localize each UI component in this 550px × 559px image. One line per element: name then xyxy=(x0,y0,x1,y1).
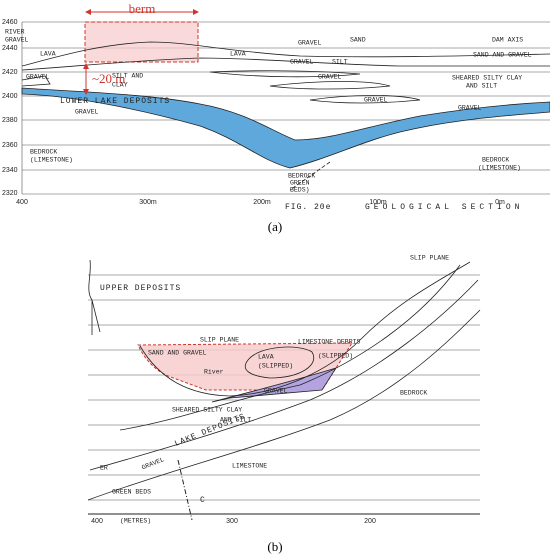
label: BEDROCK xyxy=(30,149,57,156)
lava-block xyxy=(244,346,315,379)
label: (SLIPPED) xyxy=(258,363,293,370)
x-label: 200 xyxy=(364,518,376,525)
y-label: 2440 xyxy=(2,45,18,52)
label: UPPER DEPOSITS xyxy=(100,284,181,293)
valley-profile xyxy=(139,261,471,397)
annotation: berm xyxy=(129,1,156,16)
x-label: 400 xyxy=(16,199,28,206)
label: SAND xyxy=(350,37,366,44)
lava-base xyxy=(21,57,550,71)
label: (LIMESTONE) xyxy=(478,165,521,172)
x-label: 400 xyxy=(91,518,103,525)
label: BEDS) xyxy=(290,187,310,194)
label: LIMESTONE xyxy=(232,463,267,470)
label: SLIP PLANE xyxy=(200,337,239,344)
label: BEDROCK xyxy=(482,157,509,164)
gravel-lens xyxy=(209,70,361,78)
label: SHEARED SILTY CLAY xyxy=(172,407,242,414)
caption: (a) xyxy=(268,219,282,234)
label: ER xyxy=(100,465,108,472)
label: SILT AND xyxy=(112,73,143,80)
label: DAM AXIS xyxy=(492,37,523,44)
caption: (b) xyxy=(267,539,282,554)
label: GRAVEL xyxy=(298,40,322,47)
y-label: 2360 xyxy=(2,142,18,149)
label: BEDROCK xyxy=(288,173,315,180)
label: AND SILT xyxy=(220,417,251,424)
x-label: 300 xyxy=(226,518,238,525)
label: CLAY xyxy=(112,82,128,89)
label: AND SILT xyxy=(466,83,497,90)
section-title: GEOLOGICAL SECTION xyxy=(365,203,523,212)
label: SAND AND GRAVEL xyxy=(148,350,207,357)
gravel-zone xyxy=(211,367,337,403)
annotation: ~20 m xyxy=(92,71,125,86)
label: GRAVEL xyxy=(264,388,288,395)
axis-unit: (METRES) xyxy=(120,518,151,525)
y-label: 2420 xyxy=(2,69,18,76)
y-label: 2340 xyxy=(2,167,18,174)
y-label: 2400 xyxy=(2,93,18,100)
figure-number: FIG. 20e xyxy=(285,203,331,212)
label: GRAVEL xyxy=(364,97,388,104)
y-label: 2460 xyxy=(2,19,18,26)
section-line xyxy=(177,459,193,521)
label: GREEN xyxy=(290,180,310,187)
label: GRAVEL xyxy=(318,74,342,81)
label: GRAVEL xyxy=(75,109,99,116)
label: C xyxy=(200,496,206,505)
label: SILT xyxy=(332,59,348,66)
panel-a: berm ~20 m 2460 2440 2420 2400 2380 2360… xyxy=(2,1,550,234)
label: GRAVEL xyxy=(458,105,482,112)
label: GRAVEL xyxy=(26,74,50,81)
fault xyxy=(289,161,331,191)
lake-base xyxy=(89,279,479,471)
label: LAVA xyxy=(40,51,56,58)
gravel-lens xyxy=(309,95,421,104)
label: SHEARED SILTY CLAY xyxy=(452,75,522,82)
y-label: 2380 xyxy=(2,117,18,124)
x-label: 300m xyxy=(139,199,157,206)
label: (LIMESTONE) xyxy=(30,157,73,164)
limestone-top xyxy=(87,309,481,501)
label: SAND AND GRAVEL xyxy=(473,52,532,59)
x-label: 0m xyxy=(495,199,505,206)
label: LIMESTONE DEBRIS xyxy=(298,339,361,346)
x-label: 200m xyxy=(253,199,271,206)
lake-top xyxy=(119,264,461,431)
label: LOWER LAKE DEPOSITS xyxy=(60,97,170,106)
x-label: 100m xyxy=(369,199,387,206)
label: River xyxy=(204,369,224,376)
upper-deposits xyxy=(88,259,101,335)
berm-zone xyxy=(84,21,199,63)
gravel-lens xyxy=(21,75,51,87)
label: LAVA xyxy=(230,51,246,58)
lower-lake-deposits xyxy=(21,87,550,169)
label: GRAVEL xyxy=(5,37,29,44)
label: (SLIPPED) xyxy=(318,353,353,360)
label: SLIP PLANE xyxy=(410,255,449,262)
label: GRAVEL xyxy=(141,456,165,471)
lava-top xyxy=(21,41,550,67)
label: LAKE DEPOSITS xyxy=(174,412,247,449)
label: GREEN BEDS xyxy=(112,489,151,496)
label: LAVA xyxy=(258,354,274,361)
gravel-lens xyxy=(269,81,391,90)
label: BEDROCK xyxy=(400,390,427,397)
label: GRAVEL xyxy=(290,59,314,66)
panel-b: SLIP PLANE UPPER DEPOSITS SLIP PLANE LIM… xyxy=(87,255,481,554)
y-label: 2320 xyxy=(2,190,18,197)
label: RIVER xyxy=(5,29,25,36)
